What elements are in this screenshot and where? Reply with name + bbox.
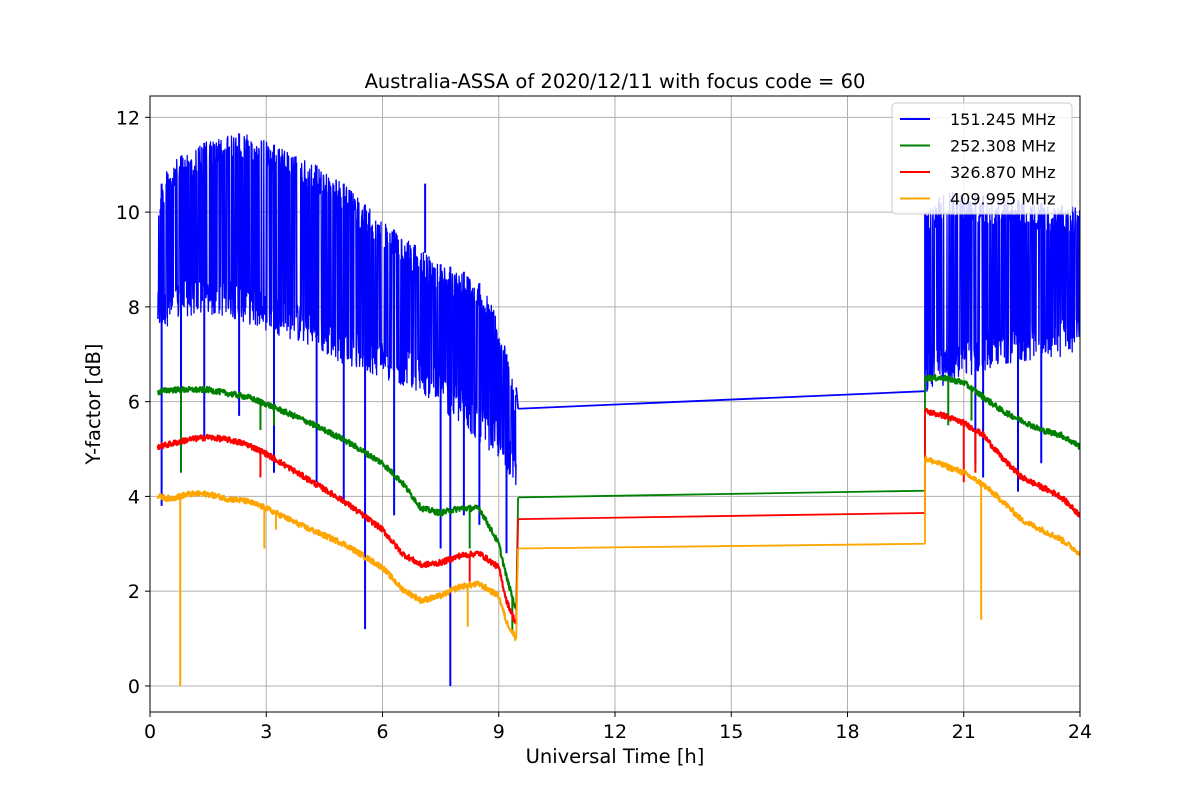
x-tick-label: 6 — [376, 721, 388, 743]
series-line-segment — [923, 455, 1080, 556]
x-axis-label: Universal Time [h] — [526, 745, 705, 768]
legend-label: 151.245 MHz — [950, 110, 1055, 129]
x-tick-label: 21 — [952, 721, 976, 743]
y-axis-label: Y-factor [dB] — [82, 344, 105, 466]
series-line-segment — [156, 433, 517, 625]
y-tick-label: 6 — [128, 392, 140, 414]
x-tick-label: 18 — [835, 721, 859, 743]
y-tick-label: 0 — [128, 676, 140, 698]
x-tick-label: 12 — [603, 721, 627, 743]
x-tick-label: 24 — [1068, 721, 1092, 743]
chart-title: Australia-ASSA of 2020/12/11 with focus … — [365, 70, 866, 93]
y-tick-label: 12 — [116, 107, 140, 129]
series-lines — [156, 133, 1080, 686]
y-tick-label: 10 — [116, 202, 140, 224]
legend: 151.245 MHz 252.308 MHz 326.870 MHz 409.995… — [891, 102, 1073, 215]
x-tick-label: 0 — [144, 721, 156, 743]
legend-label: 409.995 MHz — [950, 190, 1055, 209]
y-axis-ticks: 0 2 4 6 8 10 12 — [116, 107, 150, 698]
x-axis-ticks: 0 3 6 9 12 15 18 21 24 — [144, 712, 1092, 743]
series-line-segment — [156, 490, 517, 642]
legend-item: 326.870 MHz — [900, 163, 1055, 182]
series-line-segment — [157, 134, 517, 486]
gap-drop-line — [515, 548, 520, 639]
gap-drop-line — [515, 387, 520, 409]
gap-connector-line — [518, 542, 926, 550]
legend-box — [891, 102, 1073, 215]
series-line-segment — [157, 385, 517, 609]
x-tick-label: 15 — [719, 721, 743, 743]
legend-item: 151.245 MHz — [900, 110, 1055, 129]
gap-connector-line — [518, 512, 926, 521]
series-line-segment — [923, 374, 1080, 450]
x-tick-label: 9 — [493, 721, 505, 743]
x-tick-label: 3 — [260, 721, 272, 743]
series-line-segment — [923, 407, 1080, 518]
series-409-995-mhz — [156, 455, 1080, 686]
gap-connector-line — [518, 489, 926, 499]
y-tick-label: 2 — [128, 581, 140, 603]
y-tick-label: 8 — [128, 297, 140, 319]
gap-connector-line — [518, 390, 926, 410]
legend-label: 326.870 MHz — [950, 163, 1055, 182]
legend-label: 252.308 MHz — [950, 137, 1055, 156]
y-tick-label: 4 — [128, 486, 140, 508]
legend-item: 252.308 MHz — [900, 137, 1055, 156]
legend-item: 409.995 MHz — [900, 190, 1055, 209]
